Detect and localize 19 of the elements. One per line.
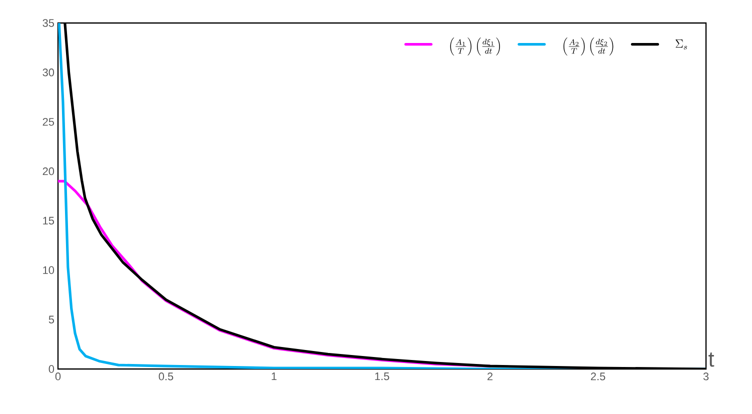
x-tick-label: 1	[272, 372, 277, 380]
y-tick-label: 15	[43, 216, 54, 225]
y-tick-label: 0	[48, 365, 54, 373]
x-tick-label: 3	[703, 372, 709, 380]
y-tick-label: 25	[42, 118, 54, 126]
x-tick-label: 0.5	[158, 372, 174, 380]
y-tick-label: 5	[48, 316, 54, 324]
x-tick-label: 2.5	[590, 372, 606, 380]
legend-label: $\left(\frac{A_2}{T}\right)\left(\frac{d\xi_2}{dt}\right)$	[564, 38, 614, 56]
x-tick-label: 2	[488, 372, 493, 380]
x-axis-title: t	[708, 352, 714, 367]
y-tick-label: 10	[43, 266, 54, 274]
y-tick-label: 30	[42, 68, 54, 76]
legend-label: $\Sigma_s$	[676, 39, 687, 50]
y-tick-label: 20	[42, 167, 54, 176]
legend-label: $\left(\frac{A_1}{T}\right)\left(\frac{d\xi_1}{dt}\right)$	[450, 38, 500, 56]
x-tick-label: 1.5	[375, 372, 390, 380]
x-tick-label: 0	[55, 372, 61, 380]
y-tick-label: 35	[42, 19, 54, 27]
